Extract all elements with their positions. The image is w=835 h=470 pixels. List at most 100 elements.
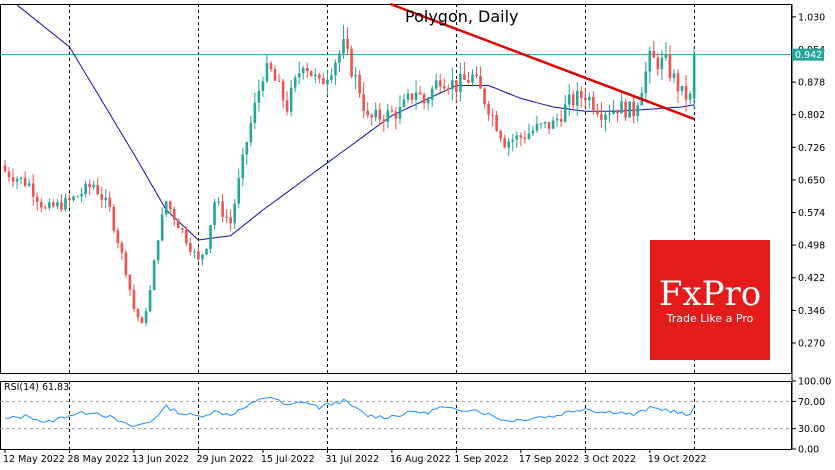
- candle: [205, 248, 208, 256]
- candle: [358, 70, 361, 99]
- candle: [471, 69, 474, 87]
- candle: [136, 308, 140, 322]
- candle: [160, 207, 164, 242]
- candle: [495, 110, 498, 132]
- candle: [201, 253, 204, 266]
- candle: [434, 73, 438, 90]
- candle-body: [551, 120, 555, 129]
- candle-body: [604, 114, 607, 120]
- candle-body: [648, 50, 652, 72]
- candle: [56, 199, 59, 210]
- candle-body: [181, 228, 184, 230]
- candle: [398, 95, 402, 124]
- candle: [543, 121, 547, 129]
- candle-body: [664, 54, 668, 58]
- price-tick-label: 0.422: [798, 273, 825, 284]
- candle: [209, 224, 212, 254]
- candle-body: [430, 88, 434, 100]
- rsi-tick-label: 0.00: [798, 445, 819, 456]
- candle: [124, 249, 128, 279]
- candle-body: [15, 179, 19, 182]
- candle-body: [100, 194, 104, 201]
- candle: [386, 103, 390, 129]
- candle: [394, 106, 398, 130]
- candle-body: [382, 119, 386, 123]
- candle: [245, 141, 249, 165]
- candle: [322, 72, 325, 85]
- candle: [144, 307, 148, 327]
- candle: [52, 199, 55, 208]
- fxpro-logo: FxPro Trade Like a Pro: [650, 240, 770, 360]
- candle-body: [644, 71, 648, 94]
- candle-body: [176, 219, 180, 229]
- candle: [664, 42, 668, 62]
- candle-body: [156, 240, 160, 261]
- candle-body: [410, 93, 414, 100]
- candle-body: [414, 92, 418, 100]
- candle-body: [636, 105, 640, 117]
- candle: [648, 46, 652, 84]
- candle-body: [112, 206, 116, 231]
- price-tick-label: 0.802: [798, 110, 825, 121]
- candle: [261, 76, 265, 97]
- candle: [640, 86, 644, 106]
- candle-body: [507, 141, 511, 148]
- candle-body: [555, 118, 559, 121]
- candle: [579, 86, 583, 108]
- candle: [314, 68, 317, 84]
- candle: [100, 187, 104, 208]
- candle-body: [221, 201, 224, 217]
- rsi-label: RSI(14) 61.83: [4, 382, 69, 393]
- rsi-tick-label: 100.00: [798, 377, 831, 388]
- candle-body: [447, 88, 450, 90]
- candle-body: [305, 68, 309, 72]
- candle-body: [217, 201, 220, 203]
- price-tick-label: 0.346: [798, 306, 825, 317]
- candle-body: [144, 311, 148, 324]
- candle: [48, 198, 51, 210]
- candle-body: [39, 202, 43, 208]
- price-tick-label: 0.878: [798, 78, 825, 89]
- candle: [402, 93, 406, 108]
- candle: [297, 61, 301, 85]
- candle: [487, 100, 490, 121]
- candle-body: [366, 110, 369, 115]
- candle: [559, 109, 563, 127]
- candle: [567, 84, 571, 117]
- candle: [511, 134, 515, 152]
- candle: [479, 66, 482, 89]
- candle-body: [684, 85, 688, 100]
- candle: [241, 147, 245, 187]
- candle: [72, 195, 75, 203]
- candle: [3, 159, 7, 173]
- candle-body: [559, 118, 563, 122]
- price-tick-label: 0.650: [798, 175, 825, 186]
- rsi-line: [4, 396, 695, 428]
- candle-body: [535, 123, 539, 131]
- candle-body: [612, 109, 615, 114]
- candle: [604, 111, 607, 132]
- candle: [447, 84, 450, 95]
- candle: [688, 91, 692, 104]
- candle: [406, 89, 410, 103]
- candle: [84, 180, 87, 199]
- candle: [334, 59, 337, 86]
- candle: [451, 67, 454, 101]
- trendline-layer: [389, 2, 695, 121]
- date-tick-label: 13 Jun 2022: [132, 454, 189, 465]
- candle-body: [463, 74, 466, 80]
- candle-body: [7, 171, 11, 178]
- candle-body: [571, 94, 575, 106]
- candle-body: [201, 254, 204, 260]
- candle: [571, 90, 575, 111]
- candle: [176, 218, 180, 229]
- candle-body: [511, 139, 515, 142]
- candle-body: [96, 184, 99, 195]
- candle: [221, 193, 224, 223]
- candle-body: [237, 178, 241, 204]
- candle-body: [523, 137, 527, 139]
- candle: [382, 114, 386, 132]
- candle: [285, 91, 289, 116]
- candle: [374, 102, 378, 122]
- candle-body: [616, 109, 619, 114]
